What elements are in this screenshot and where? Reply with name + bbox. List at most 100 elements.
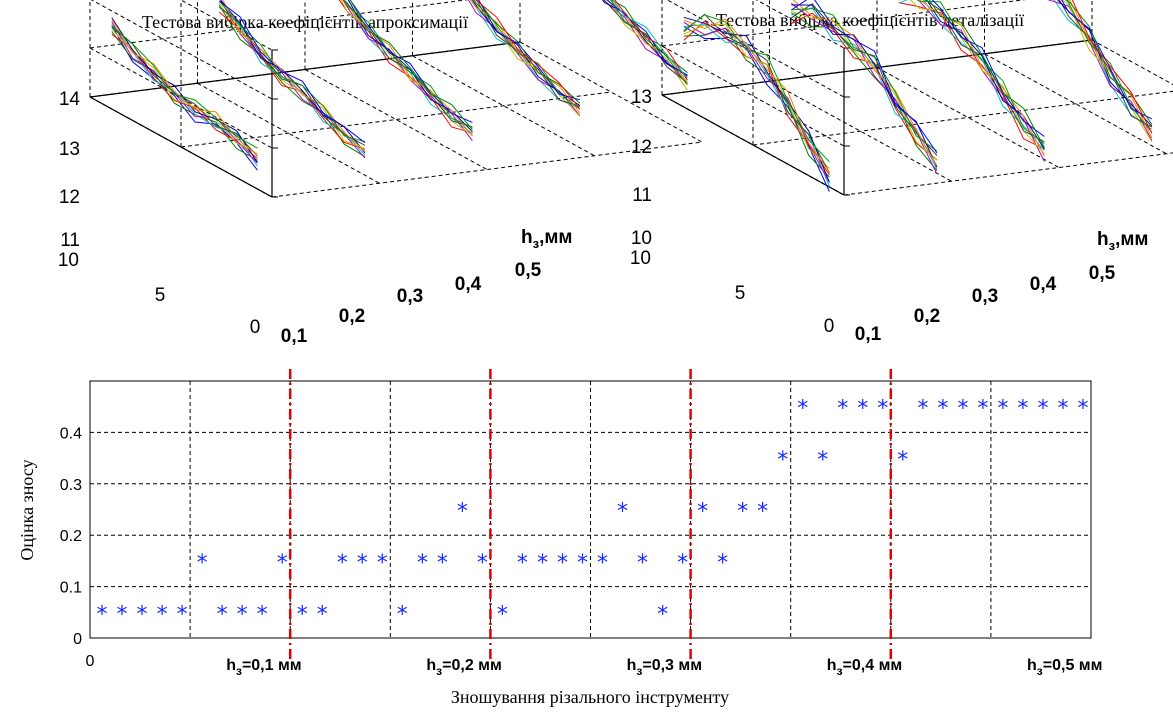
series-line-h0-5-7: [606, 0, 688, 76]
series-line-h0-3-8: [343, 0, 473, 128]
series-line-h0-1-9: [111, 18, 258, 156]
series-line-h0-4-8: [1061, 0, 1153, 120]
series-line-h0-4-10: [1071, 0, 1153, 134]
series-line-h0-5-3: [603, 0, 688, 84]
approx-y-tick-5: 5: [155, 285, 166, 306]
detail-x-axis-label: hз,мм: [1097, 229, 1148, 253]
data-point: *: [877, 397, 888, 422]
series-line-h0-2-10: [791, 0, 938, 154]
data-point: *: [157, 602, 168, 627]
y-axis-line: [89, 96, 273, 198]
data-point: *: [917, 397, 928, 422]
series-line-h0-1-8: [111, 17, 258, 163]
series-line-h0-5-6: [610, 0, 688, 86]
series-line-h0-1-5: [683, 21, 830, 183]
detail-x-tick-0-2: 0,2: [914, 306, 940, 327]
series-line-h0-4-4: [476, 0, 581, 107]
detail-y-tick-0: 0: [824, 316, 835, 337]
scatter-category-labels: hз=0,1 мм hз=0,2 мм hз=0,3 мм hз=0,4 мм hз=0…: [226, 657, 1102, 678]
approximation-plot-lines: [111, 0, 688, 171]
detail-x-tick-0-4: 0,4: [1030, 274, 1057, 295]
series-line-h0-1-2: [111, 31, 258, 161]
scatter-y-ticks: 0 0.1 0.2 0.3 0.4: [60, 425, 82, 648]
y-tick-label: 0.2: [60, 528, 82, 545]
data-point: *: [97, 602, 108, 627]
series-line-h0-3-10: [928, 0, 1045, 148]
approximation-plot-title: Тестова вибірка коефіцієнтів апроксимаці…: [142, 12, 468, 32]
box-gridline-floor-y: [843, 152, 1173, 196]
approx-x-tick-0-1: 0,1: [281, 326, 308, 347]
data-point: *: [817, 448, 828, 473]
approximation-3d-plot: Тестова вибірка коефіцієнтів апроксимаці…: [58, 0, 703, 347]
data-point: *: [477, 551, 488, 576]
data-point: *: [1077, 397, 1088, 422]
data-point: *: [997, 397, 1008, 422]
series-line-h0-3-4: [909, 0, 1045, 155]
data-point: *: [417, 551, 428, 576]
y-tick-label: 0.3: [60, 477, 82, 494]
category-label: hз=0,4 мм: [827, 657, 902, 678]
data-point: *: [897, 448, 908, 473]
series-line-h0-5-5: [1114, 0, 1173, 106]
detail-z-tick-13: 13: [631, 87, 652, 108]
detail-plot-title: Тестова вибірка коефіцієнтів деталізації: [716, 10, 1024, 30]
scatter-points: * * * * * * * * * * * * * * * * * * * * * * * * * * * * * * * * * * * * * * * *…: [97, 397, 1089, 628]
series-line-h0-4-1: [470, 0, 581, 110]
data-point: *: [777, 448, 788, 473]
x-axis-line: [89, 41, 521, 98]
series-line-h0-4-7: [477, 0, 581, 110]
box-gridline-floor-x: [1091, 39, 1173, 86]
category-label: hз=0,2 мм: [426, 657, 501, 678]
series-line-h0-1-10: [111, 25, 258, 149]
data-point: *: [117, 602, 128, 627]
series-line-h0-3-7: [344, 0, 473, 137]
data-point: *: [857, 397, 868, 422]
series-line-h0-3-9: [931, 0, 1045, 137]
series-line-h0-4-4: [1058, 0, 1153, 128]
series-line-h0-2-8: [792, 0, 938, 166]
scatter-separators: [288, 369, 893, 660]
data-point: *: [1017, 397, 1028, 422]
detail-z-tick-12: 12: [631, 137, 652, 158]
series-line-h0-2-8: [222, 0, 366, 152]
approx-y-tick-10: 10: [58, 250, 79, 271]
series-line-h0-5-1: [603, 0, 688, 85]
series-line-h0-3-7: [919, 0, 1045, 157]
series-line-h0-5-4: [602, 0, 688, 77]
series-line-h0-1-1: [683, 26, 830, 192]
series-line-h0-3-5: [343, 0, 473, 128]
data-point: *: [837, 397, 848, 422]
series-line-h0-3-1: [898, 2, 1045, 150]
detail-x-tick-0-1: 0,1: [855, 324, 882, 345]
approx-z-tick-13: 13: [59, 139, 80, 160]
series-line-h0-5-2: [607, 0, 688, 91]
data-point: *: [937, 397, 948, 422]
data-point: *: [297, 602, 308, 627]
data-point: *: [697, 500, 708, 525]
data-point: *: [377, 551, 388, 576]
data-point: *: [217, 602, 228, 627]
data-point: *: [497, 602, 508, 627]
data-point: *: [277, 551, 288, 576]
series-line-h0-5-8: [1114, 0, 1173, 92]
data-point: *: [797, 397, 808, 422]
series-line-h0-2-10: [218, 0, 366, 143]
series-line-h0-5-1: [1114, 0, 1173, 108]
approx-x-axis-label: hз,мм: [521, 227, 572, 251]
series-line-h0-2-9: [218, 0, 366, 143]
series-line-h0-1-5: [111, 21, 258, 164]
detail-z-tick-10: 10: [631, 228, 652, 249]
series-line-h0-2-4: [790, 2, 938, 175]
data-point: *: [737, 500, 748, 525]
data-point: *: [657, 602, 668, 627]
series-line-h0-5-5: [610, 0, 688, 83]
data-point: *: [577, 551, 588, 576]
series-line-h0-3-8: [916, 0, 1045, 144]
approx-x-tick-0-2: 0,2: [339, 306, 365, 327]
data-point: *: [1037, 397, 1048, 422]
category-label: hз=0,3 мм: [627, 657, 702, 678]
y-tick-label: 0.4: [60, 425, 82, 442]
series-line-h0-5-9: [614, 0, 688, 81]
data-point: *: [537, 551, 548, 576]
detail-z-tick-11: 11: [632, 185, 652, 206]
